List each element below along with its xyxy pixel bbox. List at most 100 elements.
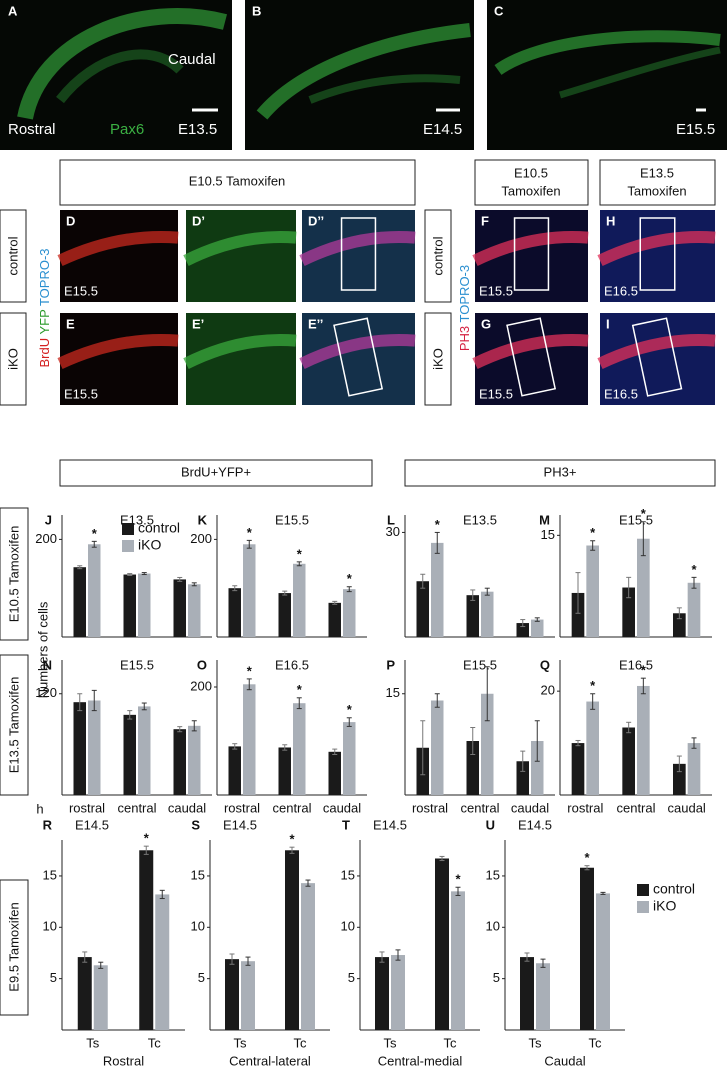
bar (155, 894, 170, 1030)
chart-title: E16.5 (275, 657, 309, 672)
panel-letter: D’’ (308, 213, 324, 228)
bar (93, 965, 108, 1030)
tissue-band (57, 230, 179, 267)
bar (531, 619, 544, 637)
bar (375, 957, 389, 1030)
bar (328, 751, 341, 795)
bar (516, 623, 529, 637)
panel-letter: J (45, 512, 52, 527)
bar (73, 702, 86, 795)
y-tick-label: 30 (386, 524, 400, 539)
bar (466, 741, 479, 795)
header-box (59, 459, 373, 487)
row-box (0, 879, 29, 1016)
significance: * (247, 525, 253, 540)
header-box (404, 459, 716, 487)
panel-letter: M (539, 512, 550, 527)
significance: * (92, 526, 98, 541)
bar (416, 581, 429, 637)
panel-letter: D’ (192, 213, 205, 228)
micrographs: D E15.5 D’ D’’ E E15.5 E’ E’’ F E15.5 H E16.5 G E15.5… (57, 210, 716, 405)
significance: * (297, 546, 303, 561)
panel-letter: G (481, 316, 491, 331)
bar (571, 743, 585, 795)
x-tick-label: Tc (294, 1035, 308, 1050)
tissue-band (299, 333, 416, 369)
bar (637, 538, 650, 637)
bar (637, 685, 650, 795)
legend-swatch (637, 884, 649, 896)
y-tick-label: 5 (348, 970, 355, 985)
row-label: control (5, 236, 20, 275)
panel-b: B E14.5 (245, 0, 474, 150)
bar (391, 955, 405, 1030)
bar (687, 582, 701, 637)
bar (466, 595, 479, 637)
panel-c: C E15.5 (487, 0, 727, 150)
bar (293, 563, 306, 637)
y-tick-label: 10 (486, 919, 500, 934)
bar (343, 722, 356, 795)
bar (580, 867, 594, 1030)
chart-title: E15.5 (120, 657, 154, 672)
tissue-band (597, 333, 716, 370)
significance: * (590, 525, 596, 540)
bar (138, 706, 151, 795)
significance: * (691, 562, 697, 577)
header-box (474, 159, 589, 206)
x-tick-label: caudal (511, 800, 549, 815)
header-box (599, 159, 716, 206)
stage: E15.5 (64, 386, 98, 401)
bar (123, 574, 136, 637)
row-label: iKO (430, 348, 445, 370)
bar (123, 714, 136, 795)
legend-label: control (653, 881, 695, 897)
bar (225, 959, 239, 1030)
chart-title: E15.5 (275, 512, 309, 527)
x-tick-label: caudal (168, 800, 206, 815)
x-tick-label: caudal (323, 800, 361, 815)
row-box (0, 312, 27, 406)
panel-letter: E’’ (308, 316, 323, 331)
header: Tamoxifen (501, 183, 560, 198)
tissue-band (472, 333, 589, 369)
x-tick-label: central (272, 800, 311, 815)
label: Rostral (8, 121, 56, 138)
header: Tamoxifen (627, 183, 686, 198)
panel-letter: H (606, 213, 615, 228)
x-tick-label: Ts (384, 1035, 398, 1050)
bar (88, 700, 101, 795)
significance: * (584, 850, 590, 865)
bar (293, 703, 306, 795)
chart-title: E13.5 (463, 512, 497, 527)
y-tick-label: 120 (35, 685, 57, 700)
chart-title: E14.5 (518, 817, 552, 832)
panel-letter: K (198, 512, 208, 527)
y-axis-label: h (36, 801, 43, 816)
y-tick-label: 15 (43, 867, 57, 882)
row-label: iKO (5, 348, 20, 370)
significance: * (347, 571, 353, 586)
x-tick-label: central (117, 800, 156, 815)
row-box (424, 312, 452, 406)
bar (173, 729, 186, 795)
stain: PH3 (457, 326, 472, 351)
bar (687, 743, 701, 795)
bar (328, 602, 341, 637)
tissue-band (183, 333, 297, 369)
significance: * (289, 832, 295, 847)
tissue-band (299, 230, 416, 266)
y-tick-label: 15 (341, 867, 355, 882)
panel-letter: D (66, 213, 75, 228)
panel-letter: A (8, 3, 18, 18)
bar (451, 891, 465, 1030)
y-tick-label: 200 (35, 531, 57, 546)
x-tick-label: central (460, 800, 499, 815)
x-tick-label: Ts (86, 1035, 100, 1050)
y-tick-label: 5 (198, 970, 205, 985)
x-tick-label: central (616, 800, 655, 815)
row-label: control (430, 236, 445, 275)
chart-title: E14.5 (223, 817, 257, 832)
tissue-band (472, 230, 589, 266)
